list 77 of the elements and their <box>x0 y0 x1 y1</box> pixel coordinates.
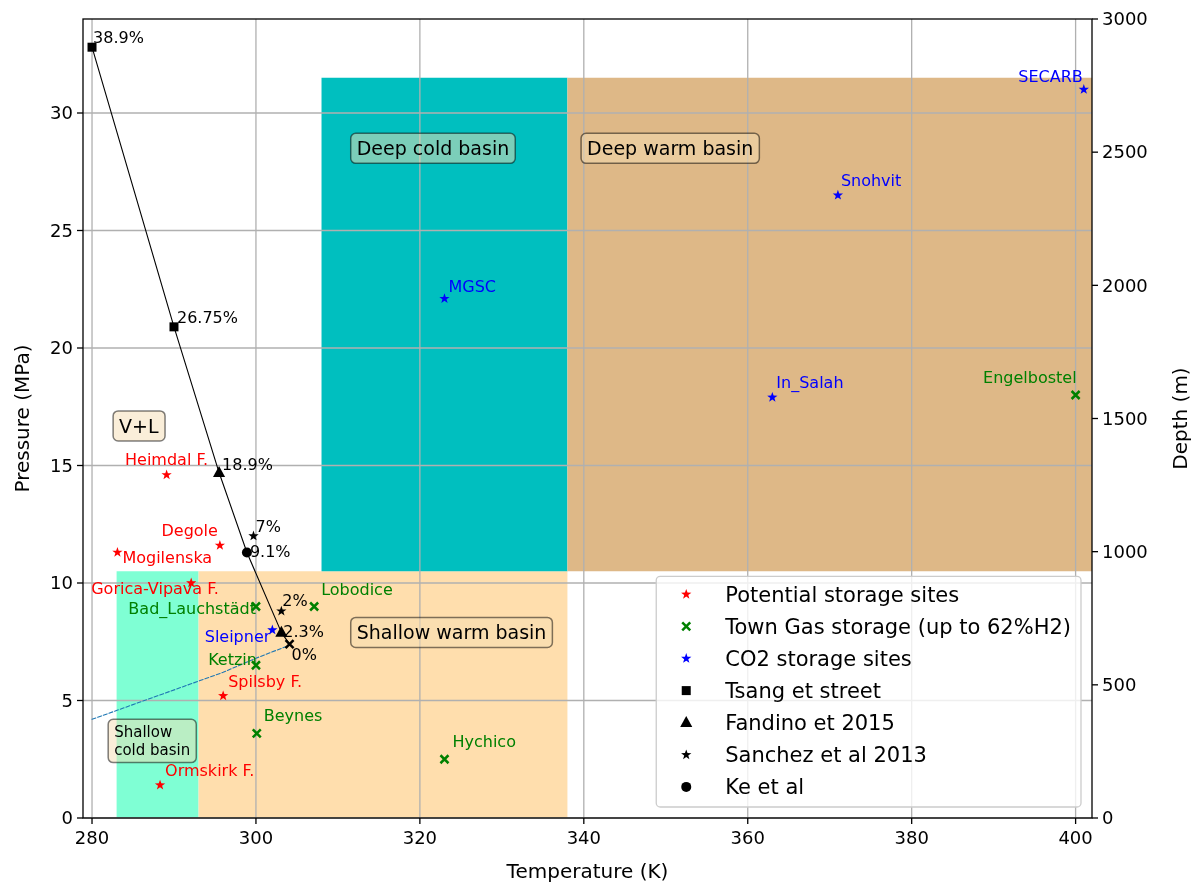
annotation: Beynes <box>263 706 323 726</box>
annotation: 0% <box>291 645 317 665</box>
y2-tick-label: 500 <box>1102 674 1137 696</box>
x-tick-label: 280 <box>74 827 110 848</box>
annotation: Lobodice <box>321 579 393 599</box>
y2-tick-label: 1000 <box>1102 540 1148 562</box>
annotation: Shallow warm basin <box>356 621 547 644</box>
point <box>308 601 320 612</box>
point <box>1070 389 1081 401</box>
y-tick-label: 20 <box>50 337 73 359</box>
point <box>87 42 97 52</box>
y2-tick-label: 2000 <box>1102 274 1148 296</box>
annotation: Degole <box>161 521 218 541</box>
x-tick-label: 400 <box>1058 827 1093 848</box>
y-tick-label: 15 <box>50 454 73 476</box>
point <box>214 540 226 550</box>
y-tick-label: 0 <box>61 807 73 829</box>
annotation: V+L <box>119 414 160 437</box>
y-tick-label: 25 <box>50 219 73 241</box>
point <box>218 690 229 701</box>
y2-tick-label: 0 <box>1102 807 1114 829</box>
annotation: 7% <box>255 517 281 536</box>
y2-axis-title: Depth (m) <box>1168 367 1192 470</box>
point <box>1078 84 1089 94</box>
legend-label: Tsang et street <box>724 678 881 703</box>
annotation: In_Salah <box>776 373 844 394</box>
annotation: SECARB <box>1018 66 1083 86</box>
annotation: Ketzin <box>208 650 257 670</box>
y-axis-title: Pressure (MPa) <box>10 344 34 493</box>
annotation: Snohvit <box>840 171 902 191</box>
y-tick-label: 5 <box>61 689 73 711</box>
x-tick-label: 360 <box>730 827 765 848</box>
annotation: Deep cold basin <box>356 137 510 160</box>
point <box>161 469 172 480</box>
annotation: 9.1% <box>249 542 291 562</box>
annotation: Hychico <box>452 732 516 752</box>
annotation: 26.75% <box>176 307 238 327</box>
point <box>248 530 259 541</box>
point <box>439 754 450 765</box>
annotation: 2.3% <box>283 622 325 642</box>
point <box>241 547 252 558</box>
y2-tick-label: 2500 <box>1102 141 1148 163</box>
point <box>154 779 166 790</box>
annotation: Gorica-Vipava F. <box>91 579 219 598</box>
point <box>439 293 450 304</box>
point <box>112 547 123 557</box>
point <box>284 638 295 650</box>
legend-label: CO2 storage sites <box>725 646 912 671</box>
annotation: 38.9% <box>93 28 144 48</box>
y-tick-label: 30 <box>50 102 73 124</box>
annotation: 2% <box>282 591 308 611</box>
annotation: Mogilenska <box>122 548 213 568</box>
y2-tick-label: 3000 <box>1102 8 1148 30</box>
annotation: MGSC <box>448 276 496 296</box>
y-tick-label: 10 <box>50 572 73 594</box>
legend-label: Sanchez et al 2013 <box>725 743 927 768</box>
annotation: Heimdal F. <box>125 449 209 469</box>
annotation: Engelbostel <box>983 368 1077 387</box>
x-tick-label: 300 <box>238 827 274 848</box>
annotation: Spilsby F. <box>228 671 303 691</box>
annotation: Sleipner <box>204 627 271 646</box>
y2-tick-label: 1500 <box>1102 407 1148 429</box>
annotation: 18.9% <box>222 454 273 474</box>
x-axis-title: Temperature (K) <box>505 859 669 883</box>
x-tick-label: 340 <box>566 827 601 848</box>
legend-label: Potential storage sites <box>725 582 960 607</box>
annotation: Shallow cold basin <box>114 723 191 759</box>
legend-label: Fandino et 2015 <box>725 711 895 736</box>
x-tick-label: 380 <box>894 827 929 848</box>
point <box>767 391 778 402</box>
annotation: Deep warm basin <box>587 137 754 160</box>
legend-label: Town Gas storage (up to 62%H2) <box>724 614 1071 639</box>
point <box>169 322 179 332</box>
point <box>251 728 263 739</box>
point <box>276 605 287 616</box>
legend-label: Ke et al <box>725 775 805 800</box>
x-tick-label: 320 <box>402 827 438 848</box>
